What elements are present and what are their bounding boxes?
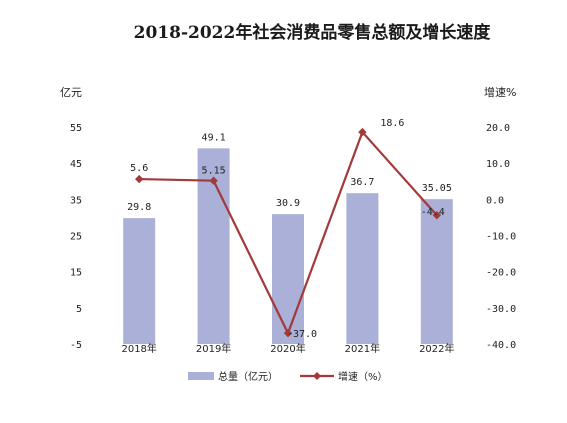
right-tick-label: -30.0 [486, 304, 516, 315]
legend-bar-swatch [188, 372, 214, 380]
left-tick-label: -5 [70, 340, 82, 351]
bar-series: 29.8 49.1 30.9 36.7 35.05 [123, 132, 453, 344]
bar-data-label: 36.7 [350, 177, 374, 188]
line-point [209, 176, 218, 185]
line-point [358, 127, 367, 137]
line-point [135, 174, 144, 184]
line-data-label: 5.15 [202, 166, 226, 177]
bar-data-label: 49.1 [202, 132, 226, 143]
left-tick-label: 25 [70, 232, 82, 243]
category-label: 2020年 [270, 342, 305, 355]
left-tick-label: 5 [76, 304, 82, 315]
line-point [432, 211, 441, 220]
bar-data-label: 30.9 [276, 198, 300, 209]
bar [123, 218, 156, 344]
category-label: 2022年 [419, 342, 454, 355]
right-tick-label: 20.0 [486, 123, 510, 134]
left-axis-unit: 亿元 [60, 86, 82, 99]
right-axis-unit: 增速% [484, 85, 516, 99]
left-axis-ticks: 55 45 35 25 15 5 -5 [70, 123, 82, 351]
left-tick-label: 45 [70, 159, 82, 170]
legend-line-marker [313, 372, 321, 380]
left-tick-label: 15 [70, 268, 82, 279]
right-axis-ticks: 20.0 10.0 0.0 -10.0 -20.0 -30.0 -40.0 [486, 123, 516, 351]
right-tick-label: -40.0 [486, 340, 516, 351]
line-data-label: 18.6 [380, 118, 404, 129]
right-tick-label: -10.0 [486, 232, 516, 243]
left-tick-label: 55 [70, 123, 82, 134]
left-tick-label: 35 [70, 195, 82, 206]
category-label: 2019年 [196, 342, 231, 355]
bar-data-label: 35.05 [422, 183, 452, 194]
category-labels: 2018年 2019年 2020年 2021年 2022年 [121, 342, 454, 355]
right-tick-label: 10.0 [486, 159, 510, 170]
bar [346, 193, 379, 344]
legend-line-label: 增速（%） [338, 370, 388, 383]
legend-bar-label: 总量（亿元） [218, 370, 278, 383]
chart-title: 2018-2022年社会消费品零售总额及增长速度 [134, 22, 492, 43]
category-label: 2018年 [121, 342, 156, 355]
line-series: 5.6 5.15 -37.0 18.6 -4.4 [130, 118, 445, 340]
category-label: 2021年 [345, 342, 380, 355]
bar [420, 199, 453, 344]
right-tick-label: 0.0 [486, 195, 504, 206]
bar-data-label: 29.8 [127, 202, 151, 213]
right-tick-label: -20.0 [486, 268, 516, 279]
legend: 总量（亿元） 增速（%） [188, 370, 388, 383]
line-data-label: 5.6 [130, 163, 148, 174]
line-point [283, 328, 293, 338]
bar [272, 214, 304, 344]
line-data-label: -4.4 [421, 207, 445, 218]
line-data-label: -37.0 [287, 329, 317, 340]
